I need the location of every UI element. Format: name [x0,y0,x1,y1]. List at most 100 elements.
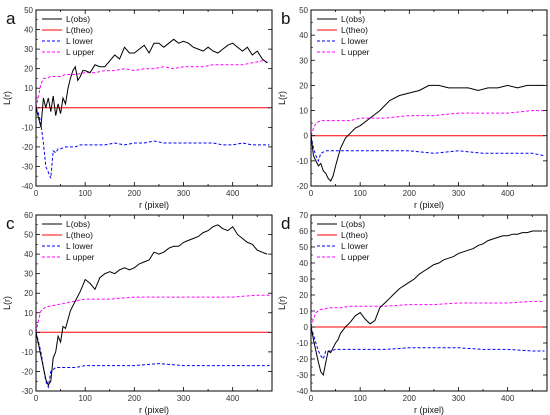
y-tick-label: 40 [24,26,33,35]
series-line-l-lower [36,332,270,389]
y-tick-label: 30 [299,275,308,284]
y-tick-label: 10 [299,107,308,116]
y-tick-label: 70 [299,211,308,220]
panel-letter: a [6,9,16,28]
x-axis-title: r (pixel) [139,200,169,210]
panel-letter: c [6,214,15,233]
series-line-l-lower [311,135,545,163]
panel-b: b 0 100 200 300 400 -20 -10 0 10 20 30 40 50 r (pixel)… [277,6,548,210]
y-tick-label: 30 [24,270,33,279]
legend-label: L(obs) [66,14,90,24]
y-tick-label: 50 [299,6,308,15]
legend-label: L lower [341,241,368,251]
y-tick-label: 50 [24,6,33,15]
x-tick-label: 200 [128,189,142,198]
y-tick-label: 20 [299,291,308,300]
y-tick-label: 50 [24,231,33,240]
y-tick-label: 20 [24,65,33,74]
y-tick-label: -10 [21,348,33,357]
legend-label: L(obs) [66,219,90,229]
x-tick-label: 0 [34,189,39,198]
y-tick-label: 40 [299,31,308,40]
series-line-l-obs [36,38,268,128]
legend-label: L(obs) [341,219,365,229]
series-line-l-upper [311,300,545,328]
y-tick-label: 0 [29,328,34,337]
x-tick-label: 100 [78,189,92,198]
y-axis-title: L(r) [2,296,12,310]
legend-label: L lower [341,36,368,46]
y-tick-label: -30 [21,387,33,396]
y-tick-label: -10 [21,123,33,132]
y-tick-label: -30 [21,162,33,171]
x-tick-label: 100 [353,394,367,403]
x-tick-label: 400 [501,394,515,403]
legend-label: L(theo) [66,25,93,35]
y-tick-label: 10 [24,309,33,318]
x-tick-label: 200 [403,394,417,403]
y-tick-label: -10 [296,339,308,348]
y-axis-title: L(r) [277,91,287,105]
series-line-l-lower [311,326,545,361]
series-line-l-upper [311,110,545,136]
x-tick-label: 200 [403,189,417,198]
panel-letter: b [281,9,290,28]
x-tick-label: 100 [78,394,92,403]
y-tick-label: 20 [24,289,33,298]
series-line-l-obs [36,224,268,387]
series-line-l-lower [36,107,270,179]
y-tick-label: 60 [299,227,308,236]
legend-label: L upper [341,252,370,262]
x-tick-label: 300 [452,189,466,198]
x-tick-label: 100 [353,189,367,198]
panel-d: d 0 100 200 300 400 -40 -30 -20 -10 0 10 20 30 40 50 60 7… [277,211,548,415]
legend-label: L lower [66,241,93,251]
series-line-l-upper [36,60,270,108]
y-tick-label: -30 [296,371,308,380]
y-tick-label: 10 [24,84,33,93]
x-tick-label: 0 [34,394,39,403]
legend-label: L upper [66,252,95,262]
y-tick-label: -40 [296,387,308,396]
y-tick-label: -20 [296,355,308,364]
y-tick-label: -20 [21,143,33,152]
series-line-l-obs [311,230,543,377]
y-tick-label: -20 [296,182,308,191]
y-tick-label: 10 [299,307,308,316]
panel-letter: d [281,214,290,233]
x-tick-label: 400 [226,394,240,403]
y-tick-label: 0 [304,132,309,141]
legend-label: L(theo) [66,230,93,240]
x-axis-title: r (pixel) [139,405,169,415]
y-tick-label: -20 [21,367,33,376]
legend-label: L lower [66,36,93,46]
x-axis-title: r (pixel) [414,405,444,415]
y-tick-label: 0 [304,323,309,332]
x-tick-label: 300 [452,394,466,403]
y-tick-label: 60 [24,211,33,220]
y-tick-label: 40 [299,259,308,268]
series-line-l-obs [311,84,545,182]
x-tick-label: 0 [309,394,314,403]
series-line-l-upper [36,294,270,333]
legend-label: L upper [341,47,370,57]
y-tick-label: 30 [299,56,308,65]
panel-c: c 0 100 200 300 400 -30 -20 -10 0 10 20 30 40 50 60 r (p… [2,211,273,415]
legend-label: L(theo) [341,230,368,240]
y-tick-label: 40 [24,250,33,259]
x-axis-title: r (pixel) [414,200,444,210]
legend-label: L(obs) [341,14,365,24]
x-tick-label: 200 [128,394,142,403]
y-axis-title: L(r) [2,91,12,105]
x-tick-label: 400 [226,189,240,198]
x-tick-label: 300 [177,394,191,403]
y-tick-label: 50 [299,243,308,252]
panel-a: a 0 100 200 300 400 -40 -30 -20 -10 0 10 20 30 40 50 r (… [2,6,273,210]
y-tick-label: 0 [29,104,34,113]
y-axis-title: L(r) [277,296,287,310]
